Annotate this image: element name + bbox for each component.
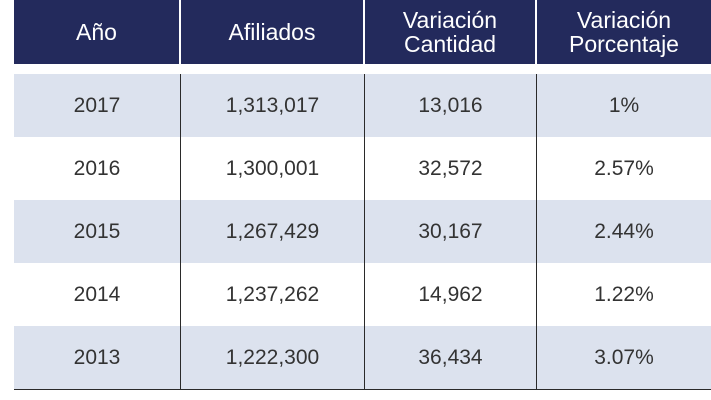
- header-gap: [14, 64, 711, 74]
- cell-variacion-cantidad: 13,016: [365, 74, 537, 137]
- cell-year: 2014: [14, 263, 181, 326]
- header-variacion-porcentaje: Variación Porcentaje: [537, 0, 711, 64]
- cell-variacion-porcentaje: 1.22%: [594, 282, 654, 306]
- affiliates-table: Año Afiliados Variación Cantidad Variaci…: [14, 0, 711, 390]
- header-year: Año: [14, 0, 181, 64]
- cell-afiliados: 1,300,001: [181, 137, 365, 200]
- cell-variacion-porcentaje: 2.44%: [594, 219, 654, 243]
- cell-variacion-cantidad: 32,572: [365, 137, 537, 200]
- cell-year: 2017: [14, 74, 181, 137]
- cell-variacion-cantidad: 30,167: [365, 200, 537, 263]
- cell-year: 2013: [14, 326, 181, 389]
- table-row: 2016 1,300,001 32,572 2.57%: [14, 137, 711, 200]
- table-row: 2017 1,313,017 13,016 1%: [14, 74, 711, 137]
- header-afiliados: Afiliados: [181, 0, 365, 64]
- cell-variacion-porcentaje: 1%: [608, 93, 640, 117]
- header-variacion-cantidad: Variación Cantidad: [365, 0, 537, 64]
- table-bottom-rule: [14, 389, 711, 390]
- table-row: 2014 1,237,262 14,962 1.22%: [14, 263, 711, 326]
- cell-afiliados: 1,313,017: [181, 74, 365, 137]
- table-row: 2013 1,222,300 36,434 3.07%: [14, 326, 711, 389]
- header-variacion-cantidad-label: Variación Cantidad: [402, 7, 498, 57]
- cell-variacion-porcentaje: 2.57%: [594, 156, 654, 180]
- table-header: Año Afiliados Variación Cantidad Variaci…: [14, 0, 711, 64]
- cell-variacion-cantidad: 14,962: [365, 263, 537, 326]
- cell-variacion-porcentaje: 3.07%: [594, 345, 654, 369]
- cell-afiliados: 1,222,300: [181, 326, 365, 389]
- cell-afiliados: 1,237,262: [181, 263, 365, 326]
- cell-variacion-cantidad: 36,434: [365, 326, 537, 389]
- table-row: 2015 1,267,429 30,167 2.44%: [14, 200, 711, 263]
- header-year-label: Año: [76, 19, 117, 45]
- cell-year: 2016: [14, 137, 181, 200]
- cell-afiliados: 1,267,429: [181, 200, 365, 263]
- header-afiliados-label: Afiliados: [228, 19, 316, 45]
- header-variacion-porcentaje-label: Variación Porcentaje: [569, 7, 679, 57]
- cell-year: 2015: [14, 200, 181, 263]
